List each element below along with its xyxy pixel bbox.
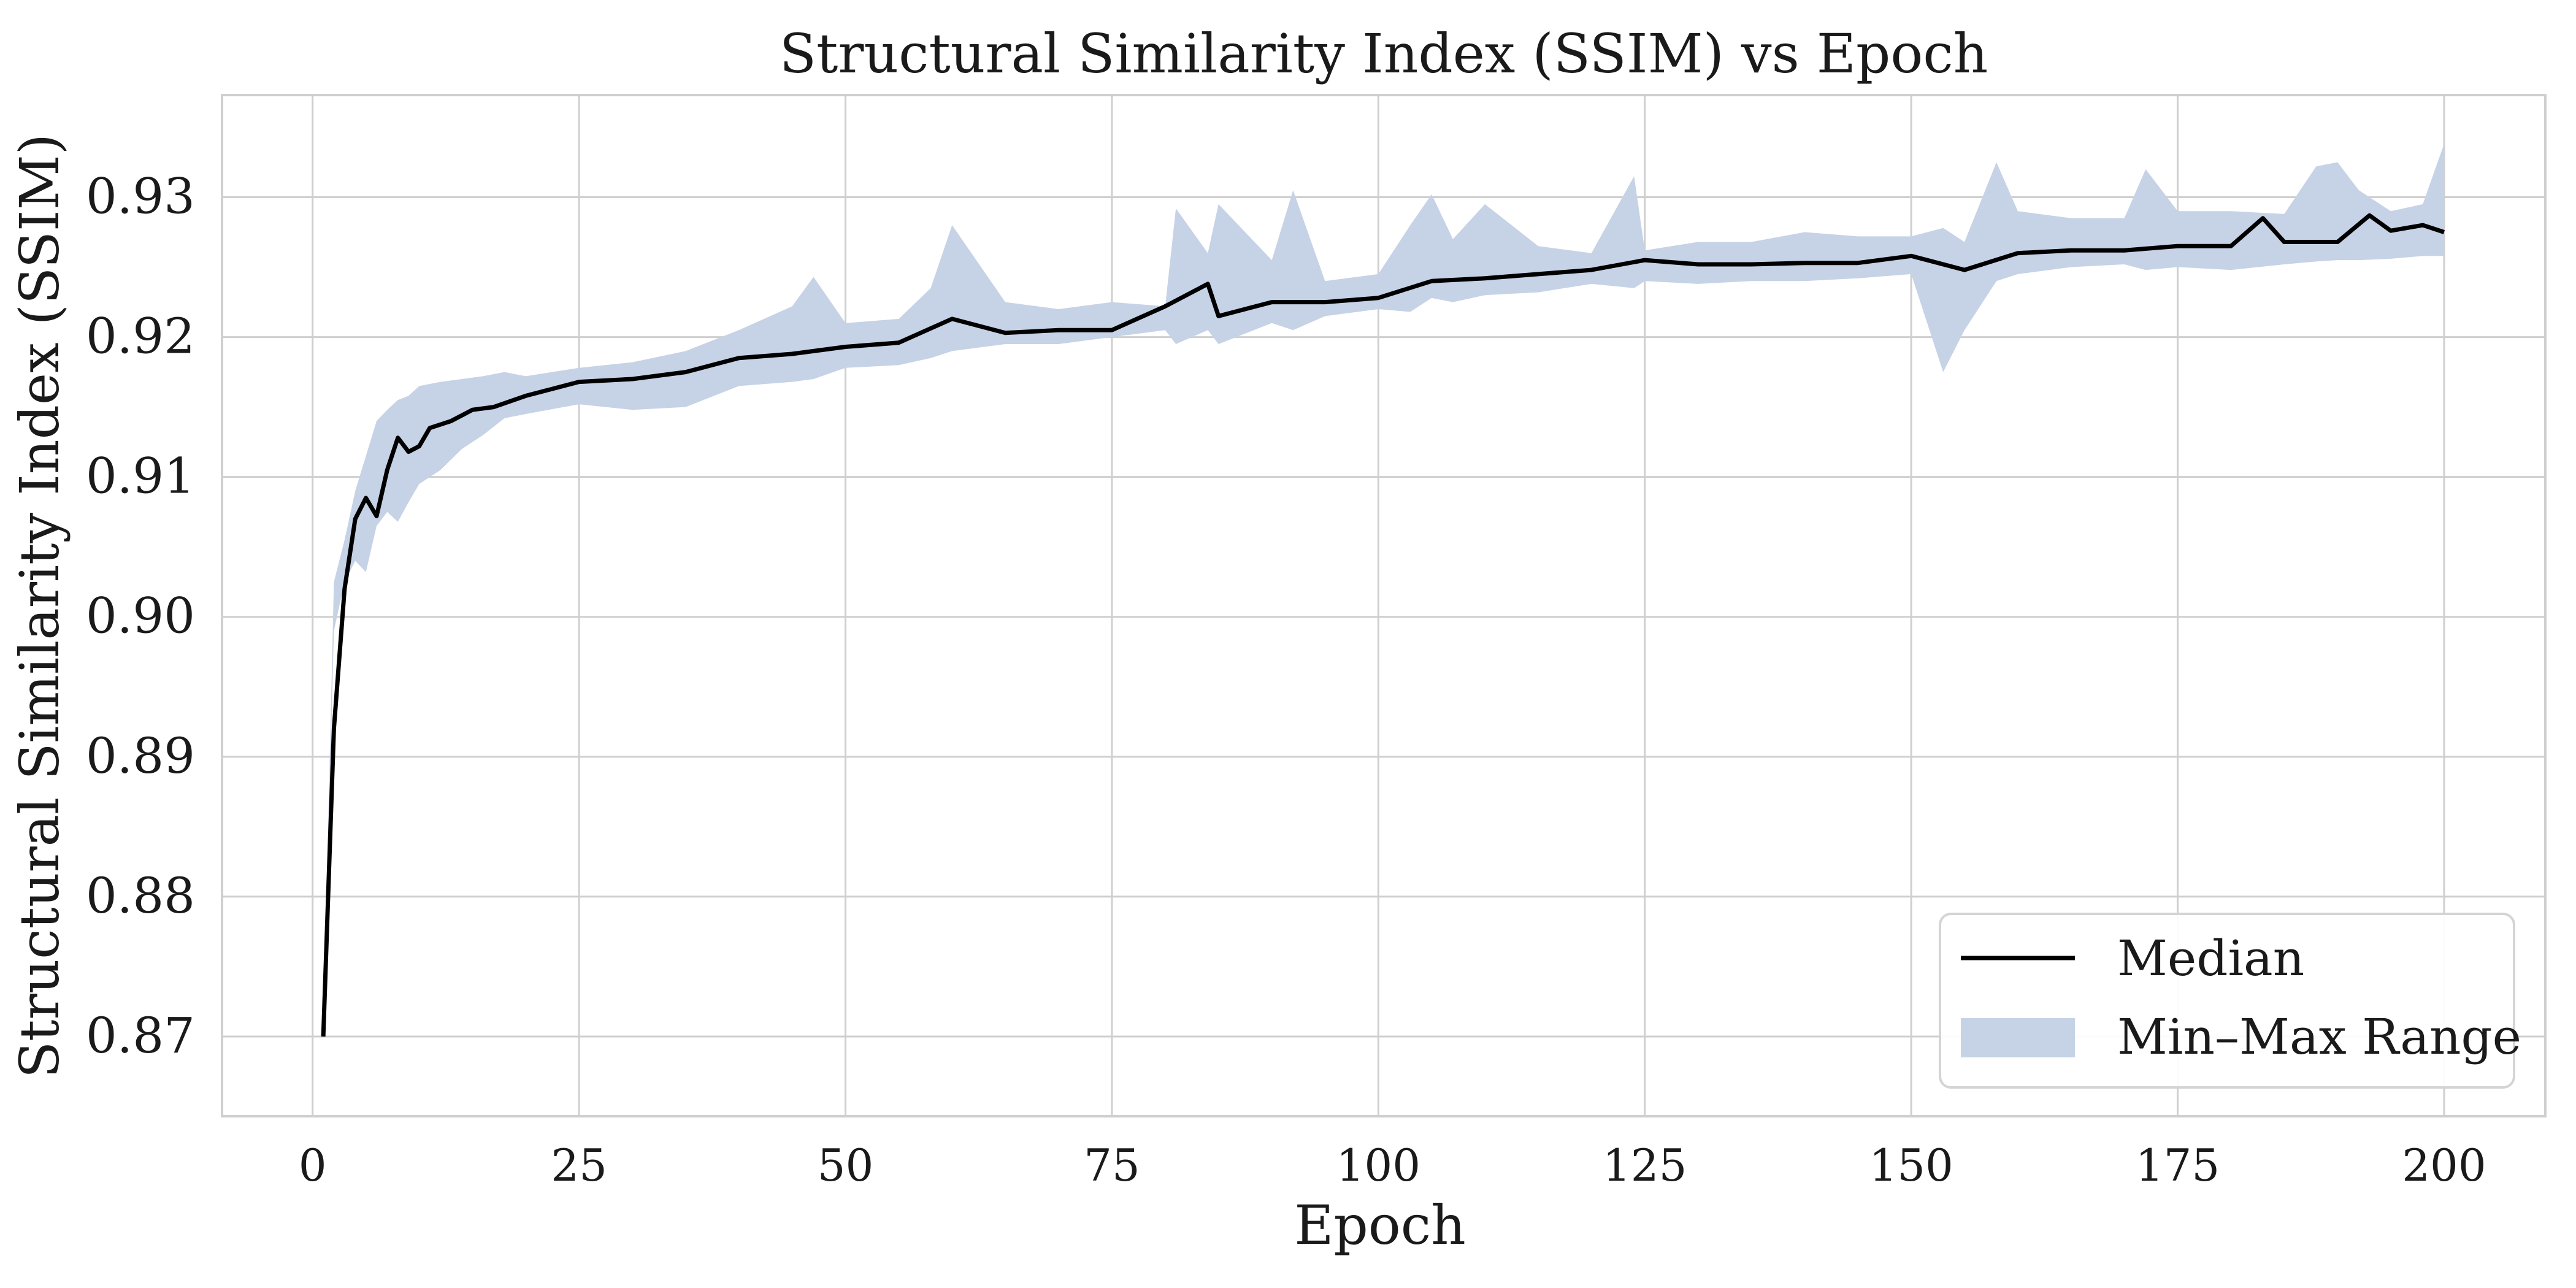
chart-title: Structural Similarity Index (SSIM) vs Ep… bbox=[780, 22, 1988, 85]
x-tick-label: 200 bbox=[2402, 1140, 2486, 1191]
y-tick-label: 0.90 bbox=[86, 588, 195, 645]
y-tick-label: 0.89 bbox=[86, 727, 195, 784]
x-tick-label: 175 bbox=[2136, 1140, 2220, 1191]
x-tick-label: 75 bbox=[1084, 1140, 1140, 1191]
x-tick-label: 25 bbox=[551, 1140, 607, 1191]
min-max-range-band bbox=[323, 144, 2444, 1037]
legend-box bbox=[1939, 913, 2515, 1089]
line-layer bbox=[321, 213, 2445, 1037]
legend-median-label: Median bbox=[2117, 930, 2304, 987]
x-tick-label: 0 bbox=[299, 1140, 327, 1191]
x-tick-label: 150 bbox=[1869, 1140, 1953, 1191]
y-tick-label: 0.88 bbox=[86, 867, 195, 924]
y-tick-labels: 0.87 0.88 0.89 0.90 0.91 0.92 0.93 bbox=[86, 168, 195, 1064]
band-layer bbox=[323, 144, 2444, 1037]
median-line bbox=[321, 213, 2445, 1037]
y-tick-label: 0.93 bbox=[86, 168, 195, 225]
x-tick-label: 100 bbox=[1336, 1140, 1420, 1191]
y-tick-label: 0.87 bbox=[86, 1007, 195, 1064]
x-tick-label: 50 bbox=[818, 1140, 874, 1191]
plot-frame bbox=[221, 94, 2547, 1117]
y-tick-label: 0.92 bbox=[86, 308, 195, 365]
x-tick-labels: 0 25 50 75 100 125 150 175 200 bbox=[299, 1140, 2486, 1191]
y-tick-label: 0.91 bbox=[86, 448, 195, 505]
x-tick-label: 125 bbox=[1603, 1140, 1687, 1191]
legend: Median Min–Max Range bbox=[1939, 913, 2521, 1089]
legend-band-label: Min–Max Range bbox=[2117, 1008, 2521, 1065]
legend-band-swatch bbox=[1961, 1018, 2075, 1057]
x-axis-label: Epoch bbox=[1294, 1194, 1466, 1257]
y-axis-label: Structural Similarity Index (SSIM) bbox=[8, 134, 71, 1078]
